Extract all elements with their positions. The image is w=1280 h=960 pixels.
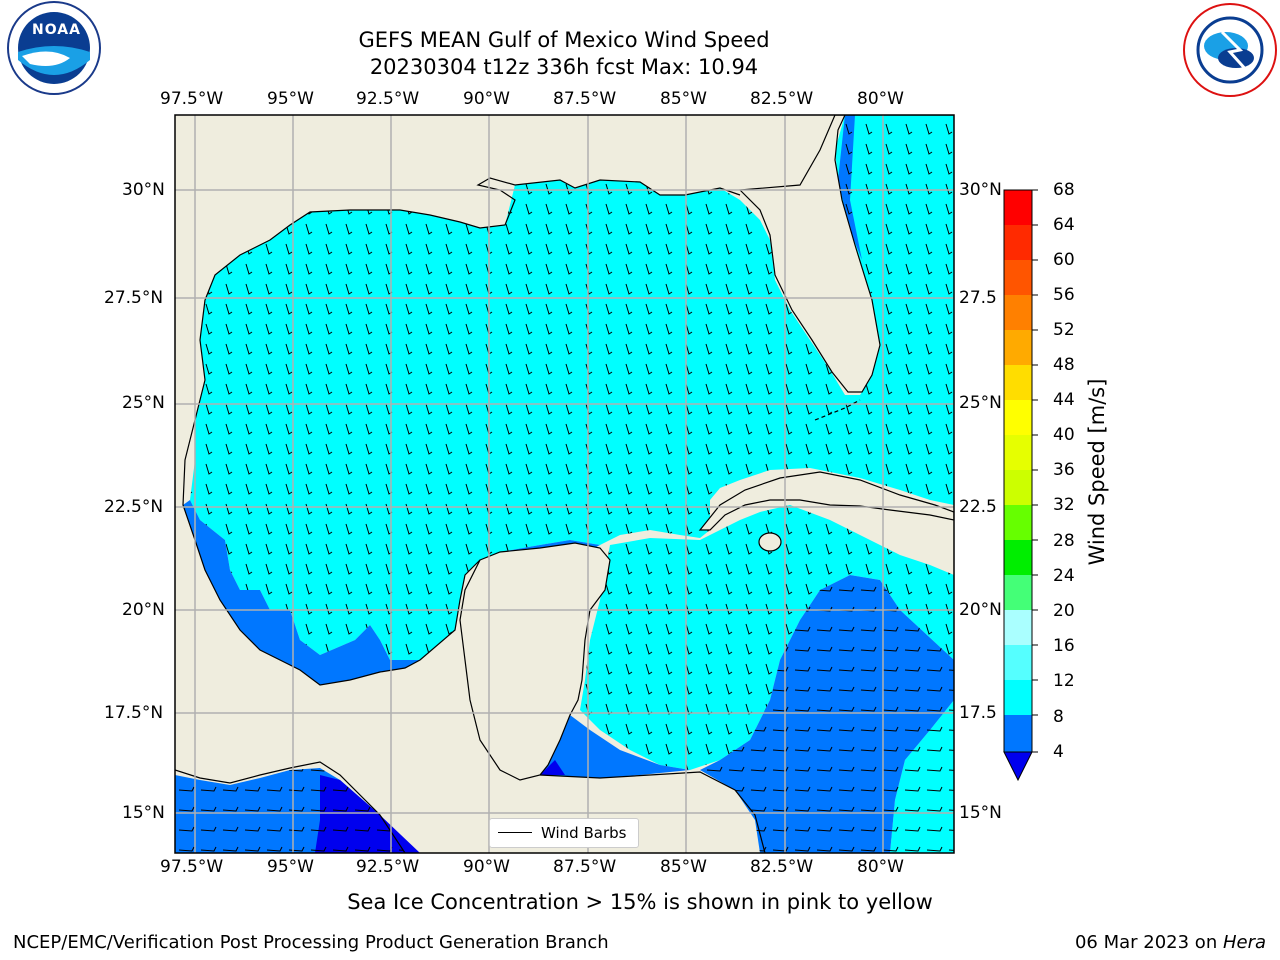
lon-tick-top: 97.5°W bbox=[160, 89, 224, 109]
legend-label: Wind Barbs bbox=[541, 824, 627, 842]
florida-keys bbox=[814, 399, 861, 421]
campeche-water-blue bbox=[183, 500, 420, 685]
colorbar-label: 8 bbox=[1053, 707, 1064, 727]
colorbar-label: 4 bbox=[1053, 742, 1064, 762]
lon-tick-top: 90°W bbox=[463, 89, 510, 109]
florida-land bbox=[738, 115, 954, 393]
lon-tick-bottom: 82.5°W bbox=[750, 857, 814, 877]
cuba-land bbox=[698, 471, 954, 531]
map-border bbox=[174, 114, 955, 854]
lat-tick-left: 27.5°N bbox=[104, 288, 164, 308]
lon-tick-bottom: 95°W bbox=[267, 857, 314, 877]
gulf-coastline bbox=[204, 177, 741, 301]
footer-host: Hera bbox=[1222, 932, 1266, 953]
lon-tick-top: 80°W bbox=[857, 89, 904, 109]
lat-tick-right: 17.5 bbox=[959, 703, 997, 723]
colorbar-label: 40 bbox=[1053, 425, 1075, 445]
honduras-water-blue bbox=[540, 715, 690, 778]
legend-line-swatch bbox=[498, 832, 532, 833]
gulf-honduras-deep bbox=[540, 760, 565, 775]
lon-tick-top: 82.5°W bbox=[750, 89, 814, 109]
colorbar-label: 44 bbox=[1053, 390, 1075, 410]
lon-tick-bottom: 87.5°W bbox=[553, 857, 617, 877]
colorbar-label: 20 bbox=[1053, 601, 1075, 621]
colorbar-label: 36 bbox=[1053, 460, 1075, 480]
lon-tick-bottom: 80°W bbox=[857, 857, 904, 877]
map-legend: Wind Barbs bbox=[489, 818, 639, 848]
colorbar-label: 64 bbox=[1053, 215, 1075, 235]
noaa-logo bbox=[7, 1, 101, 95]
wind-barbs-south bbox=[700, 575, 954, 853]
yucatan-land bbox=[459, 542, 611, 781]
colorbar-title: Wind Speed [m/s] bbox=[1085, 378, 1109, 566]
colorbar-label: 32 bbox=[1053, 495, 1075, 515]
isla-juventud bbox=[758, 532, 782, 552]
colorbar-label: 24 bbox=[1053, 566, 1075, 586]
chart-title: GEFS MEAN Gulf of Mexico Wind Speed bbox=[358, 28, 770, 52]
lat-tick-left: 20°N bbox=[122, 600, 165, 620]
colorbar-label: 68 bbox=[1053, 180, 1075, 200]
central-america-coast bbox=[175, 761, 406, 853]
honduras-coast bbox=[539, 771, 766, 853]
lat-tick-right: 20°N bbox=[959, 600, 1002, 620]
wind-barbs-caribbean bbox=[580, 505, 954, 770]
lat-tick-left: 17.5°N bbox=[104, 703, 164, 723]
lon-tick-top: 85°W bbox=[660, 89, 707, 109]
colorbar-label: 56 bbox=[1053, 285, 1075, 305]
lon-tick-bottom: 90°W bbox=[463, 857, 510, 877]
wind-barbs-gulf bbox=[190, 115, 954, 660]
nws-logo bbox=[1183, 3, 1277, 97]
graticule bbox=[175, 115, 954, 853]
lat-tick-left: 22.5°N bbox=[104, 497, 164, 517]
colorbar bbox=[1003, 189, 1038, 782]
chart-subtitle: 20230304 t12z 336h fcst Max: 10.94 bbox=[369, 55, 759, 79]
noaa-logo-text: NOAA bbox=[32, 22, 81, 38]
lat-tick-left: 30°N bbox=[122, 180, 165, 200]
lat-tick-right: 15°N bbox=[959, 803, 1002, 823]
lat-tick-right: 30°N bbox=[959, 180, 1002, 200]
colorbar-label: 16 bbox=[1053, 636, 1075, 656]
lon-tick-top: 87.5°W bbox=[553, 89, 617, 109]
lat-tick-left: 15°N bbox=[122, 803, 165, 823]
lon-tick-bottom: 92.5°W bbox=[356, 857, 420, 877]
lon-tick-top: 95°W bbox=[267, 89, 314, 109]
mexico-coastline bbox=[182, 299, 481, 686]
lat-tick-right: 25°N bbox=[959, 393, 1002, 413]
lon-tick-bottom: 85°W bbox=[660, 857, 707, 877]
colorbar-label: 52 bbox=[1053, 320, 1075, 340]
footer-date: 06 Mar 2023 on Hera bbox=[1075, 932, 1266, 953]
colorbar-label: 48 bbox=[1053, 355, 1075, 375]
colorbar-label: 12 bbox=[1053, 671, 1075, 691]
colorbar-label: 28 bbox=[1053, 531, 1075, 551]
sea-ice-note: Sea Ice Concentration > 15% is shown in … bbox=[347, 890, 933, 914]
wind-barbs-pacific bbox=[175, 768, 405, 853]
lon-tick-top: 92.5°W bbox=[356, 89, 420, 109]
colorbar-label: 60 bbox=[1053, 250, 1075, 270]
lon-tick-bottom: 97.5°W bbox=[160, 857, 224, 877]
lat-tick-left: 25°N bbox=[122, 393, 165, 413]
map-area bbox=[175, 115, 954, 853]
lat-tick-right: 27.5 bbox=[959, 288, 997, 308]
lat-tick-right: 22.5 bbox=[959, 497, 997, 517]
footer-date-text: 06 Mar 2023 on bbox=[1074, 932, 1223, 953]
footer-branch: NCEP/EMC/Verification Post Processing Pr… bbox=[13, 932, 609, 953]
